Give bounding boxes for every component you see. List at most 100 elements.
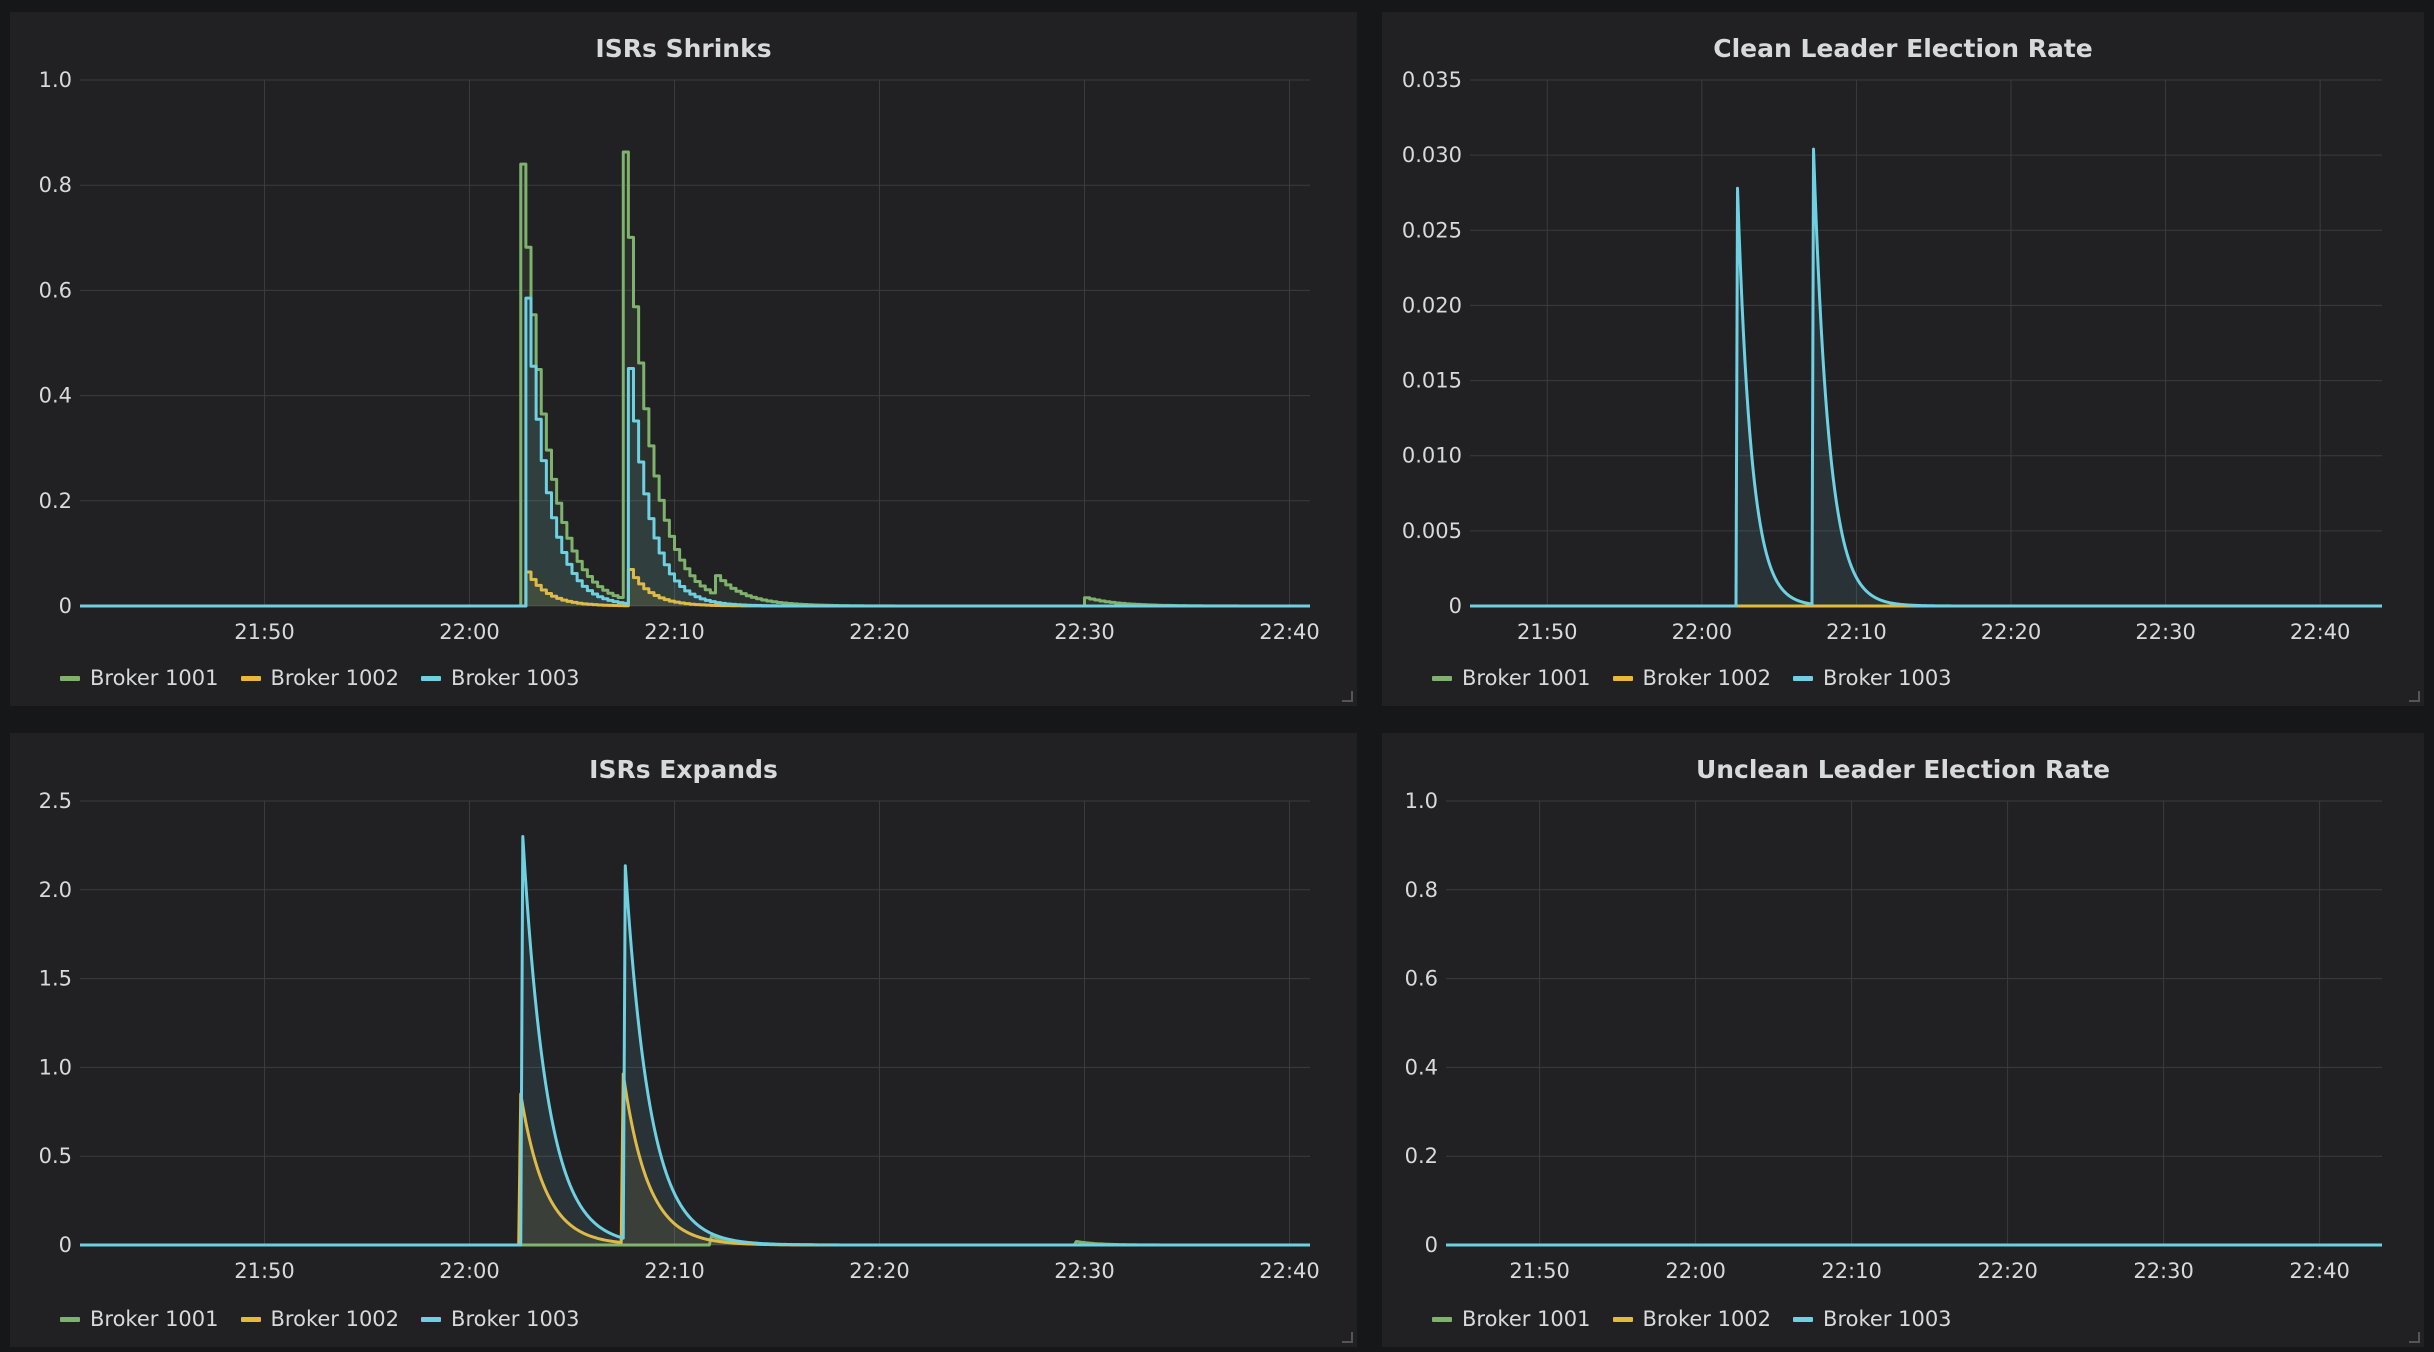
legend-label: Broker 1002	[1642, 1307, 1772, 1331]
legend-label: Broker 1003	[1823, 666, 1952, 690]
x-tick-label: 22:00	[439, 620, 500, 644]
legend-label: Broker 1001	[90, 1307, 219, 1331]
panel-title[interactable]: ISRs Expands	[589, 755, 778, 784]
y-tick-label: 0.025	[1402, 218, 1462, 242]
y-tick-label: 2.5	[39, 789, 72, 813]
chart-isr-shrinks: 0 0.2 0.4 0.6 0.8 1.0 21:50 22:00 22:10 22:20 22:3…	[39, 68, 1320, 644]
y-tick-label: 0.4	[1405, 1055, 1438, 1079]
legend: Broker 1001 Broker 1002 Broker 1003	[1432, 666, 1952, 690]
x-tick-label: 22:10	[644, 1259, 705, 1283]
y-tick-label: 0	[59, 1233, 72, 1257]
panel-clean-leader-election-rate[interactable]: Clean Leader Election Rate 0 0.005 0.010 0.…	[1382, 12, 2424, 706]
y-tick-label: 0.4	[39, 384, 72, 408]
legend-swatch	[1612, 675, 1633, 681]
y-tick-label: 0.015	[1402, 369, 1462, 393]
x-tick-label: 21:50	[234, 620, 295, 644]
legend-item[interactable]: Broker 1001	[1432, 666, 1591, 690]
legend-label: Broker 1003	[1823, 1307, 1952, 1331]
legend-item[interactable]: Broker 1002	[240, 666, 400, 690]
resize-handle[interactable]	[2409, 1332, 2420, 1343]
legend-swatch	[1793, 675, 1814, 681]
series-line-broker-1003[interactable]	[80, 835, 1310, 1247]
y-tick-label: 0	[59, 594, 72, 618]
legend-swatch	[421, 675, 442, 681]
y-tick-label: 1.0	[1405, 789, 1438, 813]
legend-item[interactable]: Broker 1002	[1612, 1307, 1772, 1331]
legend-label: Broker 1001	[90, 666, 219, 690]
legend-item[interactable]: Broker 1001	[60, 1307, 219, 1331]
panel-isr-shrinks[interactable]: ISRs Shrinks 0 0.2 0.4 0.6 0.8 1.0 21:50 22:00 2…	[10, 12, 1357, 706]
legend-swatch	[240, 1316, 261, 1322]
legend-label: Broker 1001	[1462, 1307, 1591, 1331]
legend-item[interactable]: Broker 1003	[421, 666, 580, 690]
chart-clean-leader-election-rate: 0 0.005 0.010 0.015 0.020 0.025 0.030 0.035 21:5…	[1402, 68, 2382, 644]
legend-swatch	[421, 1316, 442, 1322]
y-tick-label: 0	[1425, 1233, 1438, 1257]
panel-title[interactable]: ISRs Shrinks	[595, 34, 772, 63]
y-tick-label: 0.020	[1402, 293, 1462, 317]
y-tick-label: 0.005	[1402, 519, 1462, 543]
y-tick-label: 0.5	[39, 1144, 72, 1168]
legend: Broker 1001 Broker 1002 Broker 1003	[1432, 1307, 1952, 1331]
series-area-broker-1003	[1470, 149, 2382, 606]
legend-item[interactable]: Broker 1001	[60, 666, 219, 690]
legend-label: Broker 1003	[451, 666, 580, 690]
x-tick-label: 22:30	[2135, 620, 2196, 644]
legend-label: Broker 1002	[270, 666, 400, 690]
y-tick-label: 0.6	[1405, 967, 1438, 991]
panel-isr-expands[interactable]: ISRs Expands 0 0.5 1.0 1.5 2.0 2.5 21:50 22:00 2…	[10, 733, 1357, 1347]
y-tick-label: 0.2	[1405, 1144, 1438, 1168]
panel-title[interactable]: Clean Leader Election Rate	[1713, 34, 2093, 63]
legend-item[interactable]: Broker 1001	[1432, 1307, 1591, 1331]
y-tick-label: 0.8	[39, 173, 72, 197]
y-tick-label: 1.0	[39, 68, 72, 92]
legend-item[interactable]: Broker 1003	[1793, 1307, 1952, 1331]
legend-swatch	[1793, 1316, 1814, 1322]
x-tick-label: 22:10	[1826, 620, 1887, 644]
legend: Broker 1001 Broker 1002 Broker 1003	[60, 1307, 580, 1331]
series-line-broker-1003[interactable]	[1470, 147, 2382, 608]
legend-label: Broker 1001	[1462, 666, 1591, 690]
legend-swatch	[1432, 1316, 1452, 1322]
legend-item[interactable]: Broker 1002	[1612, 666, 1772, 690]
legend-label: Broker 1002	[270, 1307, 400, 1331]
x-tick-label: 21:50	[1517, 620, 1578, 644]
x-tick-label: 21:50	[1509, 1259, 1570, 1283]
legend-item[interactable]: Broker 1003	[421, 1307, 580, 1331]
x-tick-label: 22:10	[1821, 1259, 1882, 1283]
chart-unclean-leader-election-rate: 0 0.2 0.4 0.6 0.8 1.0 21:50 22:00 22:10 22:20 22:3…	[1405, 789, 2382, 1283]
legend-item[interactable]: Broker 1002	[240, 1307, 400, 1331]
resize-handle[interactable]	[1342, 691, 1353, 702]
y-tick-label: 1.0	[39, 1055, 72, 1079]
x-tick-label: 22:00	[1665, 1259, 1726, 1283]
x-tick-label: 21:50	[234, 1259, 295, 1283]
legend-label: Broker 1002	[1642, 666, 1772, 690]
y-tick-label: 2.0	[39, 878, 72, 902]
y-tick-label: 0	[1449, 594, 1462, 618]
x-tick-label: 22:30	[1054, 1259, 1115, 1283]
y-tick-label: 0.8	[1405, 878, 1438, 902]
panel-unclean-leader-election-rate[interactable]: Unclean Leader Election Rate 0 0.2 0.4 0.6 0…	[1382, 733, 2424, 1347]
y-tick-label: 0.2	[39, 489, 72, 513]
legend-swatch	[60, 1316, 80, 1322]
legend: Broker 1001 Broker 1002 Broker 1003	[60, 666, 580, 690]
x-tick-label: 22:40	[2290, 620, 2351, 644]
x-tick-label: 22:20	[1981, 620, 2042, 644]
legend-swatch	[60, 675, 80, 681]
y-tick-label: 0.6	[39, 278, 72, 302]
x-tick-label: 22:30	[2133, 1259, 2194, 1283]
resize-handle[interactable]	[1342, 1332, 1353, 1343]
x-tick-label: 22:40	[2289, 1259, 2350, 1283]
legend-item[interactable]: Broker 1003	[1793, 666, 1952, 690]
series-line-broker-1003[interactable]	[80, 296, 1310, 608]
resize-handle[interactable]	[2409, 691, 2420, 702]
y-tick-label: 0.010	[1402, 444, 1462, 468]
x-tick-label: 22:20	[849, 1259, 910, 1283]
x-tick-label: 22:00	[439, 1259, 500, 1283]
legend-swatch	[1612, 1316, 1633, 1322]
x-tick-label: 22:00	[1672, 620, 1733, 644]
panel-title[interactable]: Unclean Leader Election Rate	[1695, 755, 2111, 784]
x-tick-label: 22:30	[1054, 620, 1115, 644]
chart-isr-expands: 0 0.5 1.0 1.5 2.0 2.5 21:50 22:00 22:10 22:20 22:3…	[39, 789, 1320, 1283]
